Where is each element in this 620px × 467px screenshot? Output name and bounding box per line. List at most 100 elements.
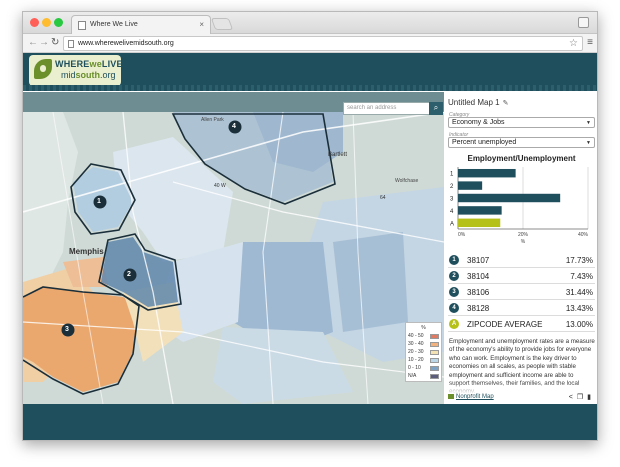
legend-unit: % [421,325,426,331]
user-profile-icon[interactable] [578,17,589,28]
legend-row: 20 - 30 [408,348,439,356]
map-label-bartlett: Bartlett [328,152,348,158]
chart-title: Employment/Unemployment [467,154,576,163]
logo-line-1: WHEREweLIVE [55,59,123,69]
map-marker-4[interactable]: 4 [232,123,236,130]
minimize-window-button[interactable] [42,18,51,27]
trash-icon[interactable]: ▮ [587,394,595,401]
page-icon [68,40,74,48]
row-badge: 4 [449,303,459,313]
back-arrow-icon[interactable]: ← [28,37,38,48]
new-tab-button[interactable] [210,18,234,30]
zip-value: 17.73% [565,256,593,265]
zip-row-1[interactable]: 1 38107 17.73% [448,252,595,268]
row-badge: 1 [449,255,459,265]
zip-code: ZIPCODE AVERAGE [467,320,543,329]
address-search-input[interactable]: search an address [343,102,431,115]
map-view[interactable]: 1 2 3 4 Memphis Bartlett Allen Park Wolf… [23,92,444,404]
zip-code: 38104 [467,272,490,281]
browser-tab[interactable]: Where We Live × [71,15,211,34]
chevron-down-icon: ▼ [586,140,591,146]
map-marker-3[interactable]: 3 [65,326,69,333]
legend-row: 0 - 10 [408,364,439,372]
indicator-label: Indicator [449,132,469,138]
tab-title: Where We Live [90,21,138,28]
browser-toolbar: ← → ↻ www.wherewelivemidsouth.org ☆ ≡ [23,34,597,53]
map-label-wolfchase: Wolfchase [395,178,419,184]
share-icon[interactable]: < [568,394,577,401]
zip-value: 13.00% [565,320,593,329]
zip-code: 38106 [467,288,490,297]
legend-row: 30 - 40 [408,340,439,348]
choropleth-map[interactable] [23,92,444,404]
side-panel-footer: Nonprofit Map <❐▮ [448,394,595,404]
address-bar[interactable]: www.wherewelivemidsouth.org ☆ [63,36,583,51]
reload-icon[interactable]: ↻ [51,37,60,48]
chart-category-label: A [450,221,454,227]
row-badge: 2 [449,271,459,281]
bar-chart-svg: 1 2 3 4 A 0% 20% 40%% [450,167,589,245]
site-logo[interactable]: WHEREweLIVE midsouth.org [29,55,123,86]
maximize-window-button[interactable] [54,18,63,27]
map-top-overlay [23,92,444,112]
map-legend: % 40 - 50 30 - 40 20 - 30 10 - 20 0 - 10… [405,322,442,382]
main-content: 1 2 3 4 Memphis Bartlett Allen Park Wolf… [23,92,597,404]
map-marker-2[interactable]: 2 [127,271,131,278]
page-footer [23,404,597,440]
edit-pencil-icon[interactable]: ✎ [502,100,509,107]
chart-category-label: 4 [450,209,454,215]
map-label-road-40w: 40 W [214,183,226,189]
chevron-down-icon: ▼ [586,120,591,126]
row-badge: 3 [449,287,459,297]
zip-value: 13.43% [565,304,593,313]
copy-icon[interactable]: ❐ [576,394,588,401]
category-label: Category [449,112,470,118]
side-panel: Untitled Map 1 ✎ Category Economy & Jobs ▼… [444,92,597,404]
zip-row-average[interactable]: A ZIPCODE AVERAGE 13.00% [448,316,595,332]
chart-bar [458,193,561,203]
row-badge: A [449,319,459,329]
zip-value: 31.44% [565,288,593,297]
bookmark-star-icon[interactable]: ☆ [569,38,578,49]
legend-row: 10 - 20 [408,356,439,364]
search-icon[interactable]: ⌕ [429,102,443,115]
browser-menu-icon[interactable]: ≡ [587,37,593,48]
site-header: WHEREweLIVE midsouth.org [23,53,597,91]
legend-row: N/A [408,372,439,380]
map-label-road-64: 64 [380,195,386,201]
close-window-button[interactable] [30,18,39,27]
zip-value: 7.43% [570,272,593,281]
map-label-memphis: Memphis [69,247,104,256]
chart-category-label: 1 [450,172,454,178]
indicator-select[interactable]: Percent unemployed ▼ [448,137,595,148]
chart-x-axis-label: % [521,239,526,245]
bar-chart: 1 2 3 4 A 0% 20% 40%% [448,163,595,245]
zip-row-3[interactable]: 3 38106 31.44% [448,284,595,300]
chart-tick-label: 0% [458,232,466,238]
chart-bar [458,206,502,215]
title-bar: Where We Live × [23,12,597,34]
zip-row-4[interactable]: 4 38128 13.43% [448,300,595,316]
page-favicon-icon [78,21,86,30]
chart-bar [458,168,516,178]
legend-row: 40 - 50 [408,332,439,340]
forward-arrow-icon[interactable]: → [39,37,49,48]
map-icon [448,394,454,399]
zip-code: 38128 [467,304,490,313]
chart-tick-label: 40% [578,232,589,238]
chart-bar [458,218,501,228]
browser-window: Where We Live × ← → ↻ www.wherewelivemid… [22,11,598,441]
map-marker-1[interactable]: 1 [97,198,101,205]
map-title[interactable]: Untitled Map 1 ✎ [448,98,509,107]
chart-category-label: 2 [450,184,454,190]
nonprofit-map-link[interactable]: Nonprofit Map [448,394,494,400]
category-select[interactable]: Economy & Jobs ▼ [448,117,595,128]
chart-bar [458,181,483,190]
zip-code: 38107 [467,256,490,265]
zip-row-2[interactable]: 2 38104 7.43% [448,268,595,284]
close-tab-icon[interactable]: × [199,20,204,29]
chart-category-label: 3 [450,197,454,203]
map-label-allen-park: Allen Park [201,117,224,123]
chart-tick-label: 20% [518,232,529,238]
